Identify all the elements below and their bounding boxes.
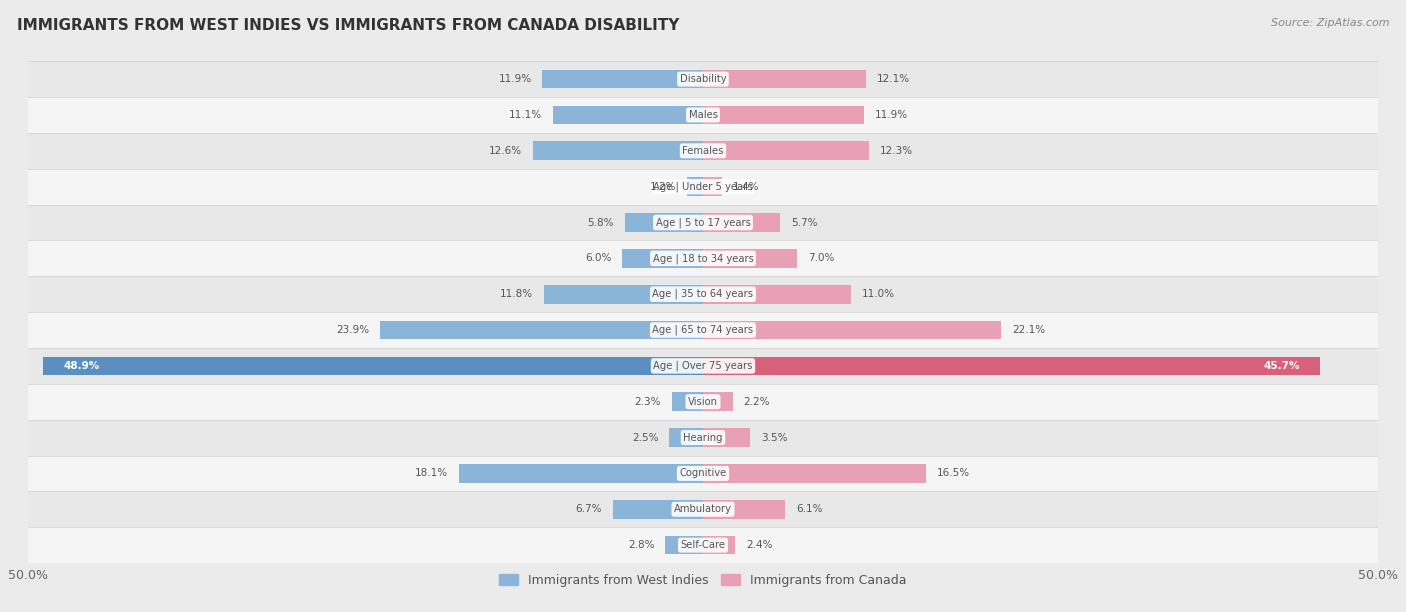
- Text: Females: Females: [682, 146, 724, 156]
- Text: 22.1%: 22.1%: [1012, 325, 1045, 335]
- Bar: [703, 536, 735, 554]
- Text: 16.5%: 16.5%: [936, 468, 970, 479]
- Bar: [381, 321, 703, 340]
- Text: 12.1%: 12.1%: [877, 74, 910, 84]
- Text: 7.0%: 7.0%: [808, 253, 835, 263]
- Text: Age | Over 75 years: Age | Over 75 years: [654, 360, 752, 371]
- Text: 6.0%: 6.0%: [585, 253, 612, 263]
- Text: Self-Care: Self-Care: [681, 540, 725, 550]
- Text: 6.7%: 6.7%: [575, 504, 602, 514]
- Bar: [703, 249, 797, 267]
- Text: 2.5%: 2.5%: [631, 433, 658, 442]
- Text: 2.2%: 2.2%: [744, 397, 770, 407]
- Text: 11.1%: 11.1%: [509, 110, 543, 120]
- Bar: [1, 384, 1405, 420]
- Text: 2.4%: 2.4%: [747, 540, 773, 550]
- Bar: [1, 133, 1405, 169]
- Bar: [1, 312, 1405, 348]
- Text: Cognitive: Cognitive: [679, 468, 727, 479]
- Text: Males: Males: [689, 110, 717, 120]
- Text: 2.8%: 2.8%: [628, 540, 654, 550]
- Bar: [703, 428, 751, 447]
- Text: IMMIGRANTS FROM WEST INDIES VS IMMIGRANTS FROM CANADA DISABILITY: IMMIGRANTS FROM WEST INDIES VS IMMIGRANT…: [17, 18, 679, 34]
- Bar: [613, 500, 703, 518]
- Text: 12.6%: 12.6%: [489, 146, 522, 156]
- Bar: [1, 97, 1405, 133]
- Bar: [1, 241, 1405, 276]
- Text: 45.7%: 45.7%: [1263, 361, 1299, 371]
- Text: 11.9%: 11.9%: [875, 110, 907, 120]
- Bar: [44, 357, 703, 375]
- Text: Age | 18 to 34 years: Age | 18 to 34 years: [652, 253, 754, 264]
- Text: 48.9%: 48.9%: [63, 361, 100, 371]
- Bar: [1, 491, 1405, 527]
- Text: Age | Under 5 years: Age | Under 5 years: [654, 181, 752, 192]
- Text: Age | 65 to 74 years: Age | 65 to 74 years: [652, 325, 754, 335]
- Text: 11.0%: 11.0%: [862, 289, 896, 299]
- Text: 18.1%: 18.1%: [415, 468, 449, 479]
- Text: 12.3%: 12.3%: [880, 146, 912, 156]
- Bar: [1, 276, 1405, 312]
- Bar: [703, 464, 925, 483]
- Bar: [533, 141, 703, 160]
- Text: 5.8%: 5.8%: [588, 217, 614, 228]
- Text: 11.8%: 11.8%: [499, 289, 533, 299]
- Bar: [703, 321, 1001, 340]
- Bar: [544, 285, 703, 304]
- Text: 1.2%: 1.2%: [650, 182, 676, 192]
- Bar: [703, 285, 852, 304]
- Text: 6.1%: 6.1%: [796, 504, 823, 514]
- Bar: [1, 527, 1405, 563]
- Bar: [703, 70, 866, 89]
- Text: 11.9%: 11.9%: [499, 74, 531, 84]
- Text: Age | 5 to 17 years: Age | 5 to 17 years: [655, 217, 751, 228]
- Text: Source: ZipAtlas.com: Source: ZipAtlas.com: [1271, 18, 1389, 28]
- Legend: Immigrants from West Indies, Immigrants from Canada: Immigrants from West Indies, Immigrants …: [495, 569, 911, 592]
- Bar: [553, 106, 703, 124]
- Text: Vision: Vision: [688, 397, 718, 407]
- Bar: [1, 169, 1405, 204]
- Bar: [703, 106, 863, 124]
- Bar: [686, 177, 703, 196]
- Text: Disability: Disability: [679, 74, 727, 84]
- Bar: [703, 213, 780, 232]
- Bar: [703, 141, 869, 160]
- Text: 2.3%: 2.3%: [634, 397, 661, 407]
- Bar: [703, 392, 733, 411]
- Bar: [621, 249, 703, 267]
- Bar: [1, 420, 1405, 455]
- Text: 1.4%: 1.4%: [733, 182, 759, 192]
- Text: Hearing: Hearing: [683, 433, 723, 442]
- Bar: [458, 464, 703, 483]
- Bar: [1, 204, 1405, 241]
- Bar: [1, 455, 1405, 491]
- Bar: [1, 348, 1405, 384]
- Bar: [1, 61, 1405, 97]
- Bar: [665, 536, 703, 554]
- Bar: [624, 213, 703, 232]
- Bar: [672, 392, 703, 411]
- Bar: [543, 70, 703, 89]
- Bar: [703, 357, 1320, 375]
- Text: 3.5%: 3.5%: [761, 433, 787, 442]
- Bar: [703, 500, 786, 518]
- Bar: [703, 177, 721, 196]
- Text: 23.9%: 23.9%: [336, 325, 370, 335]
- Bar: [669, 428, 703, 447]
- Text: Age | 35 to 64 years: Age | 35 to 64 years: [652, 289, 754, 299]
- Text: 5.7%: 5.7%: [790, 217, 817, 228]
- Text: Ambulatory: Ambulatory: [673, 504, 733, 514]
